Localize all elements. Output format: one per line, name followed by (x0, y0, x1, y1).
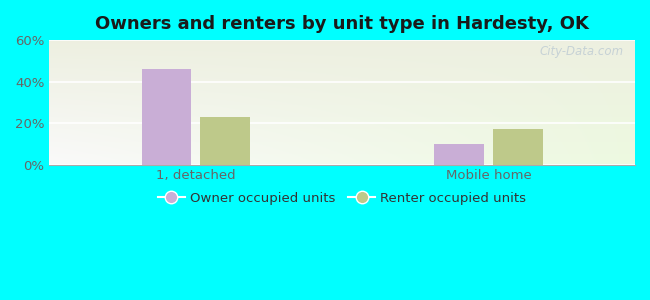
Title: Owners and renters by unit type in Hardesty, OK: Owners and renters by unit type in Harde… (96, 15, 589, 33)
Bar (200, 117, 250, 165)
Legend: Owner occupied units, Renter occupied units: Owner occupied units, Renter occupied un… (153, 187, 532, 210)
Bar (434, 144, 484, 165)
Text: City-Data.com: City-Data.com (539, 45, 623, 58)
Bar (493, 129, 543, 165)
Bar (142, 69, 191, 165)
